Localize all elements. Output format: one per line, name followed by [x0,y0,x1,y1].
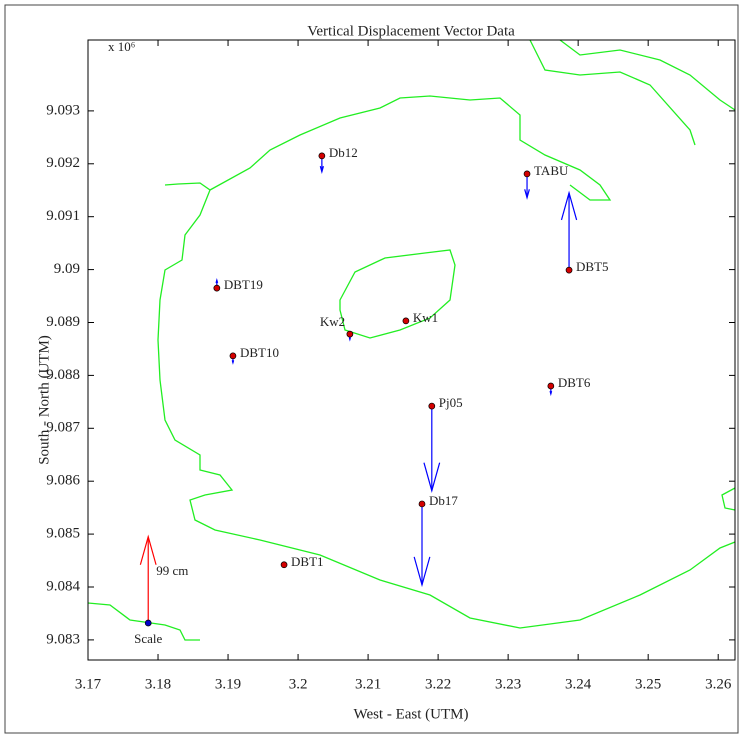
x-tick-label: 3.2 [289,676,308,692]
station-marker [565,266,573,274]
arrow-head [524,189,530,200]
y-tick-label: 9.087 [46,420,80,436]
station-marker [523,170,531,178]
station-label: Db12 [329,145,358,160]
y-tick-label: 9.088 [46,367,80,383]
arrow-head [413,556,431,588]
station-marker [418,500,426,508]
x-tick-label: 3.22 [425,676,451,692]
coastline [529,39,696,146]
station-label: DBT6 [558,375,591,390]
station-label: DBT5 [576,259,609,274]
arrow [413,503,431,588]
arrow [423,406,441,493]
x-tick-label: 3.18 [145,676,171,692]
station-label: TABU [534,163,569,178]
y-exponent-label: x 10⁶ [108,39,135,54]
coastline [87,602,200,641]
y-tick-label: 9.089 [46,314,80,330]
arrow [524,173,530,200]
arrow-head [215,277,219,284]
station-label: Db17 [429,493,458,508]
x-tick-label: 3.25 [635,676,661,692]
x-tick-label: 3.21 [355,676,381,692]
arrow-head [549,390,553,397]
arrow-head [423,462,441,493]
coastline [559,39,736,111]
arrow [139,534,157,623]
arrow [560,190,578,271]
x-tick-label: 3.17 [75,676,102,692]
station-label: Kw2 [320,314,345,329]
figure-border [4,4,739,734]
island [339,249,456,339]
coastline [209,95,612,201]
chart-title: Vertical Displacement Vector Data [307,23,515,39]
y-tick-label: 9.092 [46,155,80,171]
arrow-head [139,534,157,565]
station-marker [547,382,555,390]
y-axis-label: South - North (UTM) [36,335,52,465]
y-tick-label: 9.085 [46,526,80,542]
coastlines [87,39,736,641]
scale-annotation: 99 cm [156,563,188,578]
station-marker [318,152,326,160]
x-tick-label: 3.23 [495,676,521,692]
x-tick-label: 3.26 [705,676,732,692]
station-marker [402,317,410,325]
coastline [721,487,736,511]
y-tick-label: 9.09 [54,261,80,277]
station-marker [213,284,221,292]
coastline [157,182,736,629]
station-label: DBT1 [291,554,324,569]
y-tick-label: 9.083 [46,631,80,647]
y-tick-label: 9.084 [46,578,80,594]
station-label: DBT19 [224,277,263,292]
plot-frame [87,39,736,661]
y-tick-label: 9.093 [46,102,80,118]
x-tick-label: 3.19 [215,676,241,692]
scale-label: Scale [134,631,162,646]
arrow-head [560,190,578,221]
station-label: DBT10 [240,345,279,360]
arrow-head [348,337,351,342]
x-axis-label: West - East (UTM) [353,706,468,722]
station-marker [346,330,354,338]
y-tick-label: 9.086 [46,473,80,489]
station-marker [280,561,288,569]
station-label: Kw1 [413,310,438,325]
station-marker [428,402,436,410]
scale-marker [144,619,152,627]
arrow-head [231,360,235,365]
x-tick-label: 3.24 [565,676,592,692]
y-tick-label: 9.091 [46,208,80,224]
station-marker [229,352,237,360]
arrow-head [319,166,325,174]
station-label: Pj05 [439,395,463,410]
